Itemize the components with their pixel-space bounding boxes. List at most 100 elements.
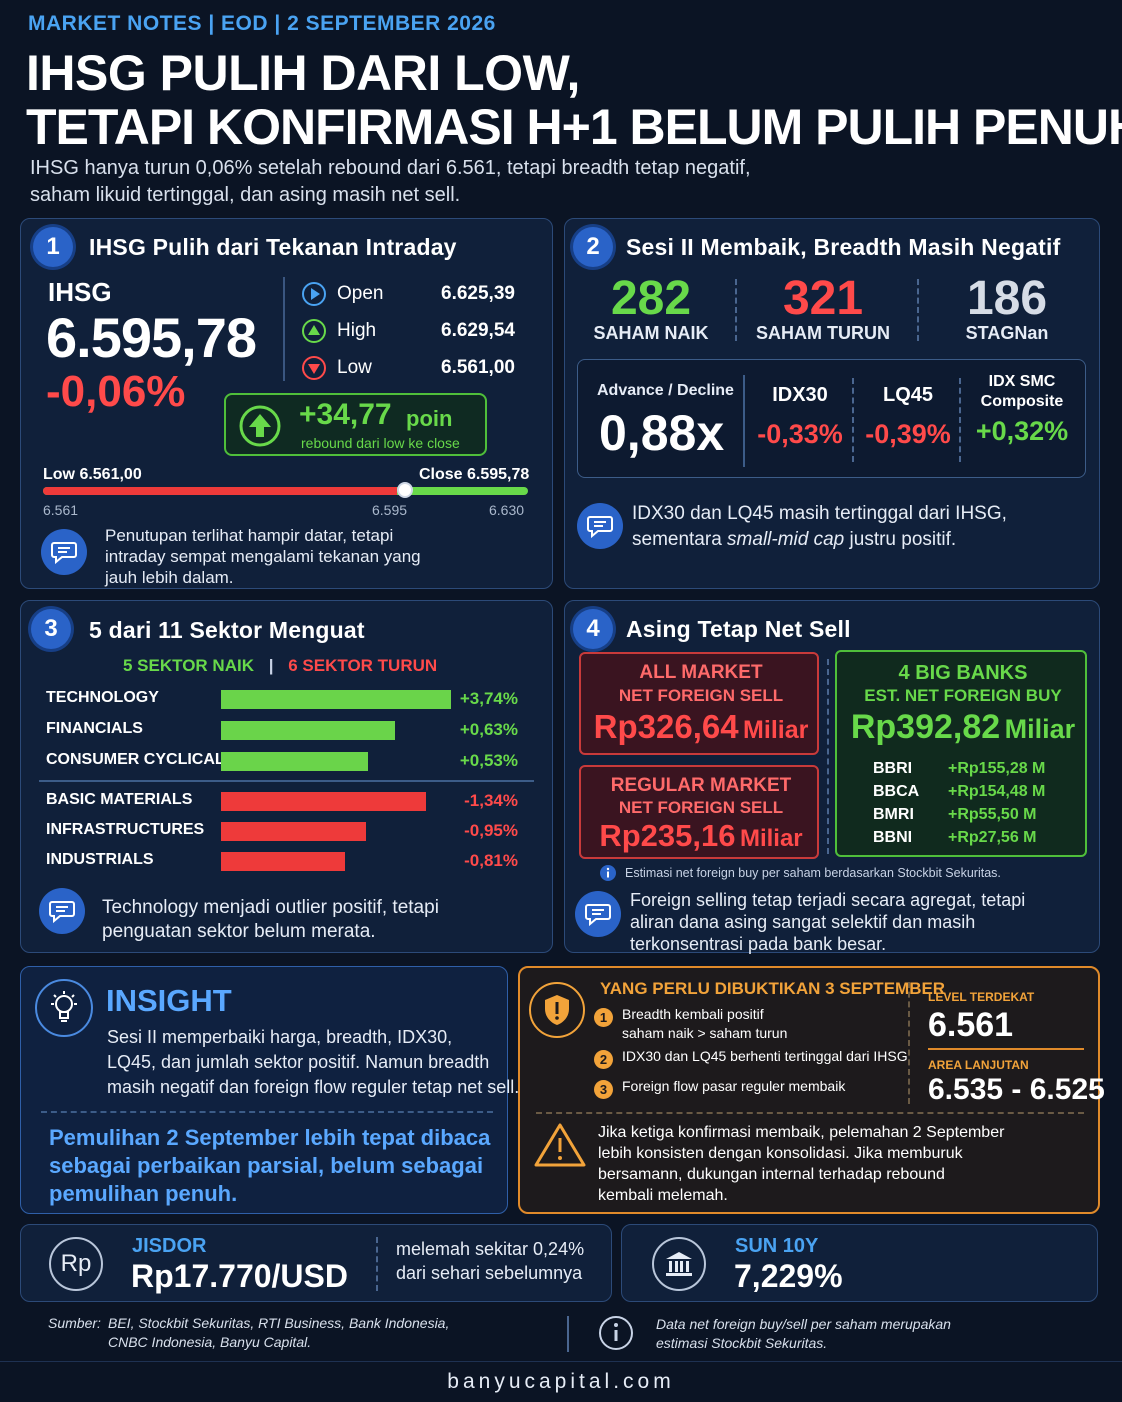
box-unit: Miliar: [739, 825, 803, 852]
bank-ticker: BBRI: [873, 760, 913, 777]
insight-conclusion-line: pemulihan penuh.: [49, 1181, 238, 1206]
sector-row: INDUSTRIALS -0,81%: [21, 849, 554, 873]
jisdor-value: Rp17.770/USD: [131, 1258, 348, 1294]
source-line: CNBC Indonesia, Banyu Capital.: [108, 1334, 312, 1350]
sector-row: BASIC MATERIALS -1,34%: [21, 789, 554, 813]
rebound-unit: poin: [406, 406, 453, 431]
divider: [41, 1111, 493, 1113]
sector-legend: 5 SEKTOR NAIK | 6 SEKTOR TURUN: [123, 656, 437, 676]
sector-bar-negative: [221, 852, 345, 871]
ohlc-row-high: High 6.629,54: [301, 318, 541, 344]
watch-item-text: IDX30 dan LQ45 berhenti tertinggal dari …: [622, 1048, 908, 1064]
info-note-line: Data net foreign buy/sell per saham meru…: [656, 1316, 951, 1332]
info-note-line: estimasi Stockbit Sekuritas.: [656, 1335, 828, 1351]
header-subtitle-line2: saham likuid tertinggal, dan asing masih…: [30, 184, 461, 206]
warning-triangle-icon: [534, 1122, 586, 1173]
box-value: Rp392,82 Miliar: [837, 708, 1089, 747]
bank-flow-value: +Rp27,56 M: [948, 829, 1037, 846]
footnote: Estimasi net foreign buy per saham berda…: [625, 866, 1001, 880]
step-number-badge: 2: [594, 1050, 613, 1069]
sector-change-label: -0,81%: [464, 851, 518, 870]
sun-value: 7,229%: [734, 1258, 843, 1294]
box-value: Rp326,64 Miliar: [581, 708, 821, 746]
legend-separator: |: [268, 656, 274, 675]
watch-item-text: Foreign flow pasar reguler membaik: [622, 1078, 846, 1094]
box-title: 4 BIG BANKS: [898, 662, 1028, 684]
stat-advancers: 282 SAHAM NAIK: [565, 271, 737, 351]
box-amount: Rp326,64: [593, 708, 739, 745]
section-title: IHSG Pulih dari Tekanan Intraday: [89, 234, 457, 260]
section-breadth-card: 2 Sesi II Membaik, Breadth Masih Negatif…: [564, 218, 1100, 589]
range-low-label: Low 6.561,00: [43, 466, 142, 483]
divider: [0, 1361, 1122, 1362]
range-scale-mid: 6.595: [372, 502, 408, 518]
box-subtitle: NET FOREIGN SELL: [618, 798, 784, 817]
stat-value: 186: [966, 272, 1048, 325]
note-text-segment: sementara: [632, 529, 728, 550]
index-label: Composite: [980, 393, 1064, 410]
range-bar: [43, 482, 528, 498]
index-change: +0,32%: [975, 416, 1069, 446]
section-title: Sesi II Membaik, Breadth Masih Negatif: [626, 234, 1061, 260]
sector-row: CONSUMER CYCLICALS +0,53%: [21, 749, 554, 773]
area-value: 6.535 - 6.525: [928, 1073, 1105, 1106]
watch-item-text: Breadth kembali positif: [622, 1006, 764, 1022]
sector-name: TECHNOLOGY: [46, 689, 159, 706]
sector-bar-positive: [221, 690, 451, 709]
shield-warning-icon: [529, 982, 585, 1038]
stat-decliners: 321 SAHAM TURUN: [737, 271, 909, 351]
rebound-caption: rebound dari low ke close: [301, 435, 460, 451]
bank-flow-value: +Rp55,50 M: [948, 806, 1037, 823]
sector-bar-positive: [221, 752, 368, 771]
divider: [536, 1112, 1084, 1114]
note-line: Penutupan terlihat hampir datar, tetapi: [105, 526, 394, 545]
section-title: Asing Tetap Net Sell: [626, 616, 851, 642]
index-performance-box: Advance / Decline 0,88x IDX30 -0,33% LQ4…: [577, 359, 1086, 478]
note-text-segment: justru positif.: [844, 529, 957, 550]
box-subtitle: EST. NET FOREIGN BUY: [864, 686, 1062, 705]
section-sectors-card: 3 5 dari 11 Sektor Menguat 5 SEKTOR NAIK…: [20, 600, 553, 953]
note-line: jauh lebih dalam.: [105, 568, 234, 587]
range-scale-min: 6.561: [43, 502, 79, 518]
site-url: banyucapital.com: [447, 1370, 675, 1393]
insight-title: INSIGHT: [106, 983, 232, 1018]
area-label: AREA LANJUTAN: [928, 1058, 1029, 1072]
insight-body-line: Sesi II memperbaiki harga, breadth, IDX3…: [107, 1027, 453, 1047]
divider: [39, 780, 534, 782]
divider: [567, 1316, 569, 1352]
divider: [917, 279, 919, 341]
rebound-box: +34,77 poin rebound dari low ke close: [224, 393, 487, 456]
warning-text-line: kembali melemah.: [598, 1187, 728, 1204]
sector-row: INFRASTRUCTURES -0,95%: [21, 819, 554, 843]
note-line: aliran dana asing sangat selektif dan ma…: [630, 912, 976, 932]
page-title-line2: TETAPI KONFIRMASI H+1 BELUM PULIH PENUH: [26, 99, 1122, 155]
chat-bubble-icon: [575, 891, 621, 937]
range-close-marker: [397, 482, 413, 498]
index-name: IHSG: [48, 277, 112, 307]
stat-value: 282: [610, 272, 692, 325]
chat-bubble-icon: [39, 888, 85, 934]
stat-label: STAGNan: [965, 323, 1049, 343]
sector-name: BASIC MATERIALS: [46, 791, 193, 808]
sector-bar-chart: TECHNOLOGY +3,74% FINANCIALS +0,63% CONSUMER…: [21, 681, 554, 881]
regular-market-box: REGULAR MARKET NET FOREIGN SELL Rp235,16…: [579, 765, 819, 859]
index-label: IDX30: [772, 384, 828, 406]
sector-name: CONSUMER CYCLICALS: [46, 751, 236, 768]
index-label: LQ45: [882, 384, 934, 406]
note-line: Technology menjadi outlier positif, teta…: [102, 897, 439, 918]
note-line: penguatan sektor belum merata.: [102, 921, 376, 942]
ohlc-value: 6.561,00: [441, 357, 515, 378]
divider: [735, 279, 737, 341]
bank-ticker: BMRI: [873, 806, 914, 823]
sector-name: FINANCIALS: [46, 720, 143, 737]
triangle-up-icon: [301, 318, 327, 349]
divider: [283, 277, 285, 381]
sector-change-label: -1,34%: [464, 791, 518, 810]
section-number-badge: 3: [31, 609, 71, 649]
chat-bubble-icon: [41, 529, 87, 575]
ohlc-value: 6.625,39: [441, 283, 515, 304]
info-icon: [598, 1315, 634, 1356]
box-amount: Rp235,16: [599, 818, 736, 853]
range-bar-decline-segment: [43, 487, 397, 495]
sector-name: INDUSTRIALS: [46, 851, 154, 868]
